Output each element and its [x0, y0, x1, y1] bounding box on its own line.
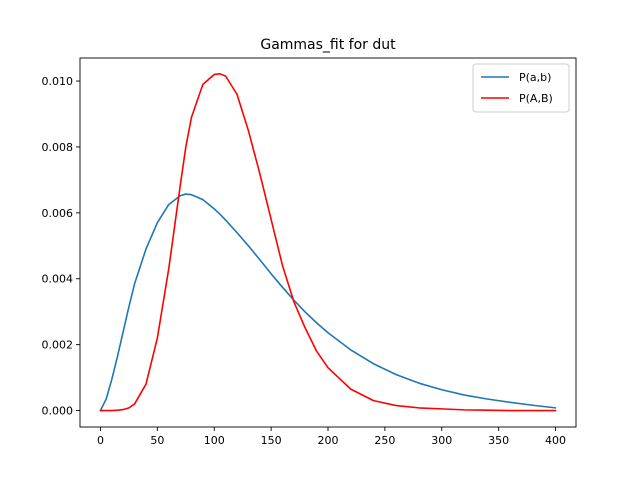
series-layer — [99, 73, 557, 412]
x-tick-label: 300 — [431, 434, 452, 447]
x-tick-label: 350 — [488, 434, 509, 447]
axes-layer: 0 50 100 150 200 250 300 350 400 0.000 0.002 0.004 0… — [42, 57, 577, 447]
y-tick-label: 0.010 — [42, 75, 74, 88]
legend: P(a,b) P(A,B) — [472, 63, 570, 113]
x-tick-label: 250 — [374, 434, 395, 447]
legend-box — [472, 63, 570, 113]
y-tick-label: 0.000 — [42, 405, 74, 418]
y-tick-label: 0.002 — [42, 339, 74, 352]
series-line-2 — [99, 73, 557, 412]
legend-label-1: P(a,b) — [519, 71, 551, 84]
y-tick-label: 0.006 — [42, 207, 74, 220]
x-tick-label: 50 — [150, 434, 164, 447]
y-tick-label: 0.004 — [42, 273, 74, 286]
x-tick-label: 150 — [261, 434, 282, 447]
series-line-1 — [99, 193, 557, 412]
x-tick-label: 100 — [204, 434, 225, 447]
y-tick-label: 0.008 — [42, 141, 74, 154]
x-tick-label: 0 — [97, 434, 104, 447]
legend-label-2: P(A,B) — [519, 92, 553, 105]
x-tick-label: 400 — [545, 434, 566, 447]
chart-title: Gammas_fit for dut — [260, 37, 396, 53]
x-tick-label: 200 — [318, 434, 339, 447]
